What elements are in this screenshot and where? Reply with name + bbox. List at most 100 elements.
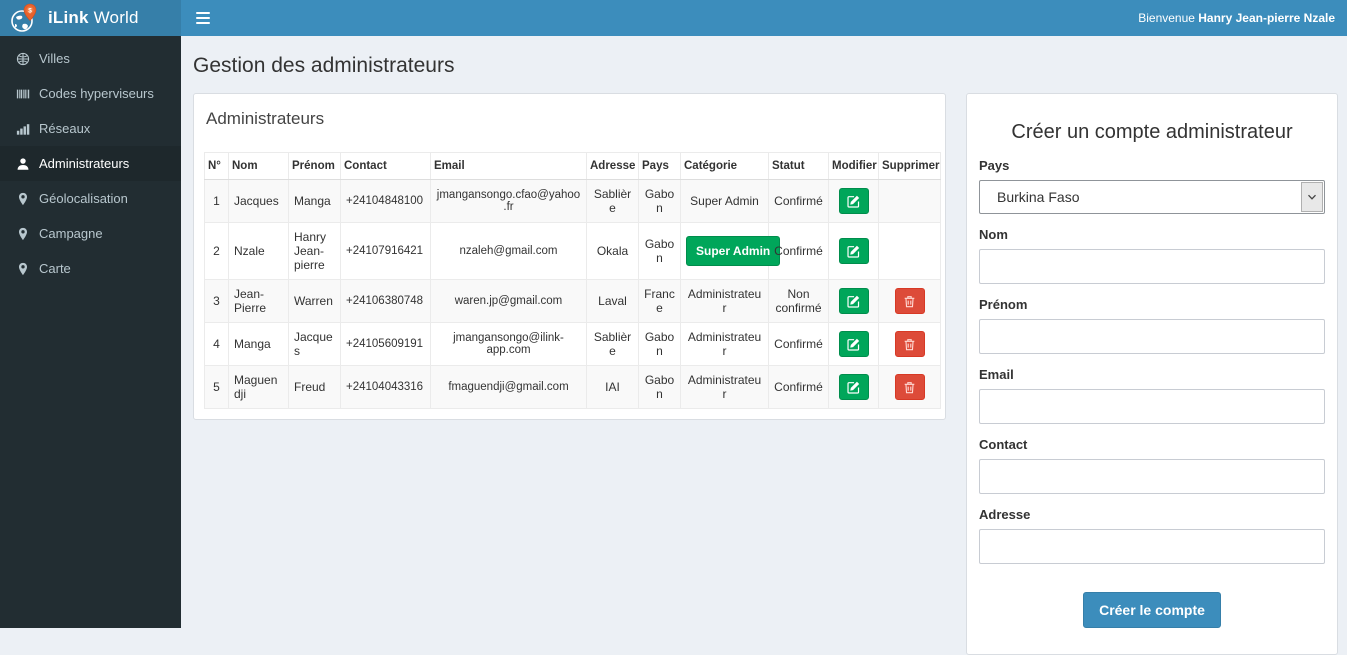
cell-email: jmangansongo@ilink-app.com bbox=[430, 322, 587, 366]
cell-email: fmaguendji@gmail.com bbox=[430, 365, 587, 409]
field-label-adresse: Adresse bbox=[979, 507, 1031, 522]
column-header: Nom bbox=[228, 152, 289, 180]
cell-num: 5 bbox=[204, 365, 229, 409]
table-row: 1 Jacques Manga +24104848100 jmangansongo.cf… bbox=[204, 179, 941, 223]
cell-email: waren.jp@gmail.com bbox=[430, 279, 587, 323]
cell-categorie: Administrateur bbox=[680, 365, 769, 409]
adresse-field[interactable] bbox=[979, 529, 1325, 564]
select-value: Burkina Faso bbox=[997, 189, 1080, 205]
sidebar-item-administrateurs[interactable]: Administrateurs bbox=[0, 146, 181, 181]
cell-num: 3 bbox=[204, 279, 229, 323]
svg-text:$: $ bbox=[28, 7, 32, 14]
welcome-message: Bienvenue Hanry Jean-pierre Nzale bbox=[1138, 11, 1335, 25]
cell-adresse: Sablière bbox=[586, 179, 639, 223]
cell-supprimer bbox=[878, 222, 941, 280]
edit-icon bbox=[847, 245, 860, 258]
pays-select[interactable]: Burkina Faso bbox=[979, 180, 1325, 214]
map-marker-icon bbox=[15, 262, 30, 276]
map-marker-icon bbox=[15, 192, 30, 206]
sidebar-item-label: Géolocalisation bbox=[39, 191, 128, 206]
trash-icon bbox=[903, 295, 916, 308]
field-label-contact: Contact bbox=[979, 437, 1028, 452]
table-header-row: N° Nom Prénom Contact Email Adresse Pays Catégo… bbox=[204, 152, 941, 180]
cell-nom: Jean-Pierre bbox=[228, 279, 289, 323]
sidebar-item-villes[interactable]: Villes bbox=[0, 41, 181, 76]
sidebar-item-label: Carte bbox=[39, 261, 71, 276]
cell-supprimer bbox=[878, 279, 941, 323]
cell-modifier bbox=[828, 322, 879, 366]
cell-modifier bbox=[828, 365, 879, 409]
create-admin-form: Pays Burkina Faso Nom Prénom Email Contact Adr… bbox=[979, 158, 1325, 564]
cell-pays: Gabon bbox=[638, 179, 681, 223]
cell-prenom: Hanry Jean-pierre bbox=[288, 222, 341, 280]
nom-field[interactable] bbox=[979, 249, 1325, 284]
delete-button[interactable] bbox=[894, 331, 925, 357]
field-label-email: Email bbox=[979, 367, 1014, 382]
cell-supprimer bbox=[878, 179, 941, 223]
sidebar-item-codes-hyperviseurs[interactable]: Codes hyperviseurs bbox=[0, 76, 181, 111]
field-label-nom: Nom bbox=[979, 227, 1008, 242]
sidebar-item-carte[interactable]: Carte bbox=[0, 251, 181, 286]
column-header: N° bbox=[204, 152, 229, 180]
table-row: 3 Jean-Pierre Warren +24106380748 waren.jp@g… bbox=[204, 279, 941, 323]
bar-chart-icon bbox=[15, 122, 30, 136]
brand-logo[interactable]: $ iLink World bbox=[0, 0, 181, 36]
administrators-table: N° Nom Prénom Contact Email Adresse Pays Catégo… bbox=[204, 152, 941, 409]
email-field[interactable] bbox=[979, 389, 1325, 424]
column-header: Pays bbox=[638, 152, 681, 180]
sidebar-item-campagne[interactable]: Campagne bbox=[0, 216, 181, 251]
top-header: $ iLink World Bienvenue Hanry Jean-pierr… bbox=[0, 0, 1347, 36]
cell-prenom: Freud bbox=[288, 365, 341, 409]
chevron-down-icon bbox=[1301, 182, 1323, 212]
sidebar-item-label: Campagne bbox=[39, 226, 103, 241]
content-area: Gestion des administrateurs Administrate… bbox=[181, 36, 1347, 655]
brand-name-rest: World bbox=[88, 8, 139, 27]
edit-icon bbox=[847, 195, 860, 208]
cell-statut: Confirmé bbox=[768, 365, 829, 409]
prenom-field[interactable] bbox=[979, 319, 1325, 354]
cell-supprimer bbox=[878, 322, 941, 366]
sidebar-item-reseaux[interactable]: Réseaux bbox=[0, 111, 181, 146]
sidebar-item-geolocalisation[interactable]: Géolocalisation bbox=[0, 181, 181, 216]
sidebar-item-label: Réseaux bbox=[39, 121, 91, 136]
contact-field[interactable] bbox=[979, 459, 1325, 494]
edit-button[interactable] bbox=[838, 374, 869, 400]
form-group-pays: Pays Burkina Faso bbox=[979, 158, 1325, 214]
edit-icon bbox=[847, 381, 860, 394]
form-group-adresse: Adresse bbox=[979, 507, 1325, 564]
sidebar-item-label: Villes bbox=[39, 51, 70, 66]
cell-contact: +24107916421 bbox=[340, 222, 431, 280]
cell-modifier bbox=[828, 179, 879, 223]
edit-button[interactable] bbox=[838, 331, 869, 357]
edit-button[interactable] bbox=[838, 288, 869, 314]
cell-prenom: Manga bbox=[288, 179, 341, 223]
cell-contact: +24105609191 bbox=[340, 322, 431, 366]
column-header: Contact bbox=[340, 152, 431, 180]
cell-modifier bbox=[828, 279, 879, 323]
edit-button[interactable] bbox=[838, 188, 869, 214]
delete-button[interactable] bbox=[894, 288, 925, 314]
sidebar-toggle-button[interactable] bbox=[181, 0, 225, 36]
column-header: Statut bbox=[768, 152, 829, 180]
cell-pays: Gabon bbox=[638, 322, 681, 366]
hamburger-icon bbox=[196, 12, 210, 15]
table-body: 1 Jacques Manga +24104848100 jmangansongo.cf… bbox=[204, 179, 941, 409]
edit-icon bbox=[847, 338, 860, 351]
cell-email: jmangansongo.cfao@yahoo.fr bbox=[430, 179, 587, 223]
super-admin-badge-button[interactable]: Super Admin bbox=[686, 236, 781, 266]
cell-prenom: Jacques bbox=[288, 322, 341, 366]
page-title: Gestion des administrateurs bbox=[193, 54, 455, 77]
sidebar-menu: Villes Codes hyperviseurs Réseaux Administr… bbox=[0, 36, 181, 628]
create-account-button[interactable]: Créer le compte bbox=[1083, 592, 1221, 628]
cell-contact: +24106380748 bbox=[340, 279, 431, 323]
cell-pays: Gabon bbox=[638, 365, 681, 409]
edit-button[interactable] bbox=[838, 238, 869, 264]
column-header: Supprimer bbox=[878, 152, 941, 180]
form-group-contact: Contact bbox=[979, 437, 1325, 494]
delete-button[interactable] bbox=[894, 374, 925, 400]
cell-categorie: Administrateur bbox=[680, 322, 769, 366]
cell-adresse: Okala bbox=[586, 222, 639, 280]
cell-nom: Maguendji bbox=[228, 365, 289, 409]
cell-adresse: Laval bbox=[586, 279, 639, 323]
cell-statut: Non confirmé bbox=[768, 279, 829, 323]
